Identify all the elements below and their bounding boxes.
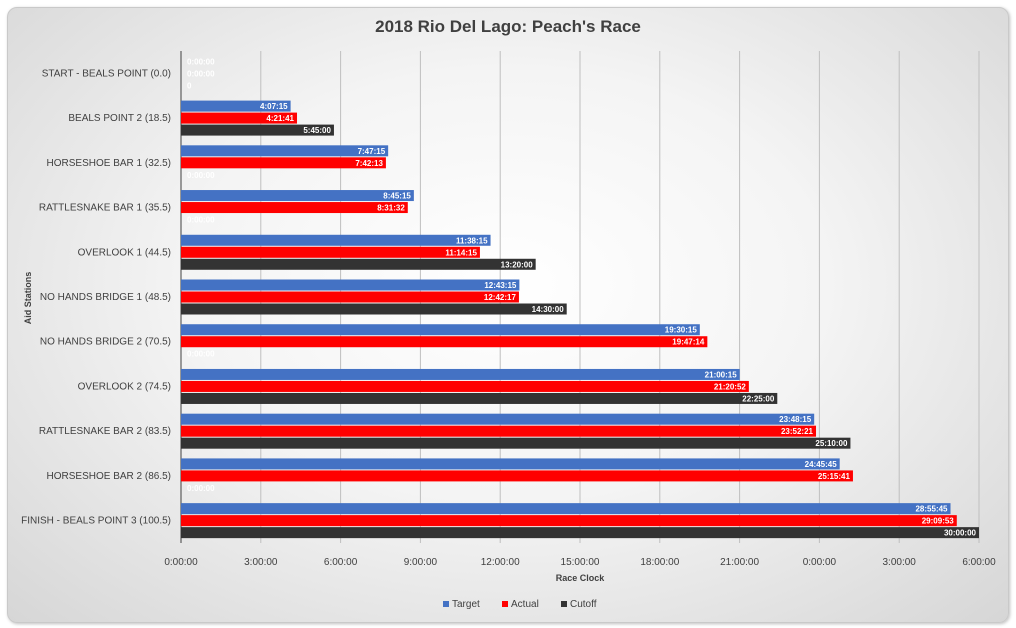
data-label-target: 0:00:00 (187, 57, 215, 66)
data-label-actual: 11:14:15 (445, 248, 477, 257)
x-tick-label: 0:00:00 (164, 557, 198, 568)
bar-cutoff (181, 437, 851, 449)
x-tick-label: 12:00:00 (481, 557, 520, 568)
legend-label-actual: Actual (511, 599, 539, 610)
legend: Target Actual Cutoff (443, 599, 597, 610)
data-label-target: 19:30:15 (665, 326, 698, 335)
bar-target (181, 413, 815, 425)
x-tick-label: 6:00:00 (324, 557, 358, 568)
data-label-actual: 4:21:41 (266, 114, 294, 123)
data-label-cutoff: 13:20:00 (501, 260, 534, 269)
bar-target (181, 100, 291, 112)
x-axis-title: Race Clock (556, 573, 606, 583)
bar-cutoff (181, 303, 567, 315)
x-tick-label: 18:00:00 (640, 557, 679, 568)
data-label-actual: 0:00:00 (187, 69, 215, 78)
data-label-target: 7:47:15 (358, 147, 386, 156)
data-label-target: 24:45:45 (805, 460, 838, 469)
bar-target (181, 145, 389, 157)
category-label: OVERLOOK 2 (74.5) (78, 381, 171, 392)
bar-actual (181, 246, 480, 258)
data-label-cutoff: 22:25:00 (742, 394, 775, 403)
data-label-actual: 8:31:32 (377, 204, 405, 213)
legend-label-target: Target (452, 599, 480, 610)
x-tick-label: 9:00:00 (404, 557, 438, 568)
data-label-target: 8:45:15 (383, 192, 411, 201)
data-label-cutoff: 0:00:00 (187, 350, 215, 359)
x-tick-label: 3:00:00 (883, 557, 917, 568)
bar-actual (181, 470, 853, 482)
bar-actual (181, 515, 957, 527)
category-label: NO HANDS BRIDGE 2 (70.5) (40, 337, 171, 348)
category-label: RATTLESNAKE BAR 1 (35.5) (39, 203, 171, 214)
data-label-cutoff: 30:00:00 (944, 529, 977, 538)
y-axis-title: Aid Stations (23, 272, 33, 325)
bar-target (181, 503, 951, 515)
data-label-actual: 7:42:13 (355, 159, 383, 168)
x-tick-labels: 0:00:00 3:00:00 6:00:00 9:00:00 12:00:00 15:0… (164, 557, 996, 568)
bar-actual (181, 112, 298, 124)
bar-cutoff (181, 392, 778, 404)
category-labels: START - BEALS POINT (0.0) BEALS POINT 2 (… (21, 68, 171, 526)
bar-target (181, 368, 740, 380)
data-label-cutoff: 0:00:00 (187, 484, 215, 493)
data-label-target: 4:07:15 (260, 102, 288, 111)
bar-target (181, 190, 414, 202)
data-label-actual: 23:52:21 (781, 427, 814, 436)
data-label-target: 12:43:15 (484, 281, 517, 290)
data-label-cutoff: 0 (187, 81, 192, 90)
legend-label-cutoff: Cutoff (570, 599, 597, 610)
category-label: HORSESHOE BAR 2 (86.5) (47, 471, 171, 482)
data-label-target: 23:48:15 (779, 415, 812, 424)
data-label-actual: 21:20:52 (714, 382, 747, 391)
data-label-cutoff: 14:30:00 (532, 305, 565, 314)
bar-target (181, 324, 700, 336)
bar-actual (181, 157, 386, 169)
data-label-actual: 12:42:17 (484, 293, 517, 302)
data-label-cutoff: 0:00:00 (187, 171, 215, 180)
bar-actual (181, 336, 708, 348)
bar-target (181, 234, 491, 246)
bar-actual (181, 291, 519, 303)
data-label-cutoff: 25:10:00 (815, 439, 848, 448)
bar-cutoff (181, 527, 979, 539)
bar-actual (181, 380, 749, 392)
bar-target (181, 458, 840, 470)
data-label-actual: 25:15:41 (818, 472, 851, 481)
x-tick-label: 21:00:00 (720, 557, 759, 568)
data-label-cutoff: 5:45:00 (303, 126, 331, 135)
x-tick-label: 0:00:00 (803, 557, 837, 568)
data-label-actual: 29:09:53 (922, 517, 955, 526)
bar-actual (181, 425, 817, 437)
bar-target (181, 279, 520, 291)
x-tick-label: 6:00:00 (962, 557, 996, 568)
category-label: HORSESHOE BAR 1 (32.5) (47, 158, 171, 169)
bars: 0:00:00 0:00:00 0 4:07:15 4:21:41 5:45:00 7:47… (181, 57, 979, 539)
data-label-target: 21:00:15 (705, 370, 738, 379)
data-label-cutoff: 0:00:00 (187, 216, 215, 225)
data-label-actual: 19:47:14 (672, 338, 705, 347)
chart-title: 2018 Rio Del Lago: Peach's Race (375, 17, 641, 36)
category-label: RATTLESNAKE BAR 2 (83.5) (39, 426, 171, 437)
data-label-target: 28:55:45 (915, 505, 948, 514)
data-label-target: 11:38:15 (456, 236, 488, 245)
legend-swatch-target (443, 601, 449, 607)
legend-swatch-cutoff (561, 601, 567, 607)
category-label: OVERLOOK 1 (44.5) (78, 247, 171, 258)
bar-cutoff (181, 258, 536, 270)
x-tick-label: 3:00:00 (244, 557, 278, 568)
bar-cutoff (181, 124, 334, 136)
x-tick-label: 15:00:00 (561, 557, 600, 568)
legend-swatch-actual (502, 601, 508, 607)
category-label: FINISH - BEALS POINT 3 (100.5) (21, 516, 171, 527)
category-label: BEALS POINT 2 (18.5) (68, 113, 171, 124)
category-label: START - BEALS POINT (0.0) (42, 68, 171, 79)
category-label: NO HANDS BRIDGE 1 (48.5) (40, 292, 171, 303)
bar-actual (181, 202, 408, 214)
